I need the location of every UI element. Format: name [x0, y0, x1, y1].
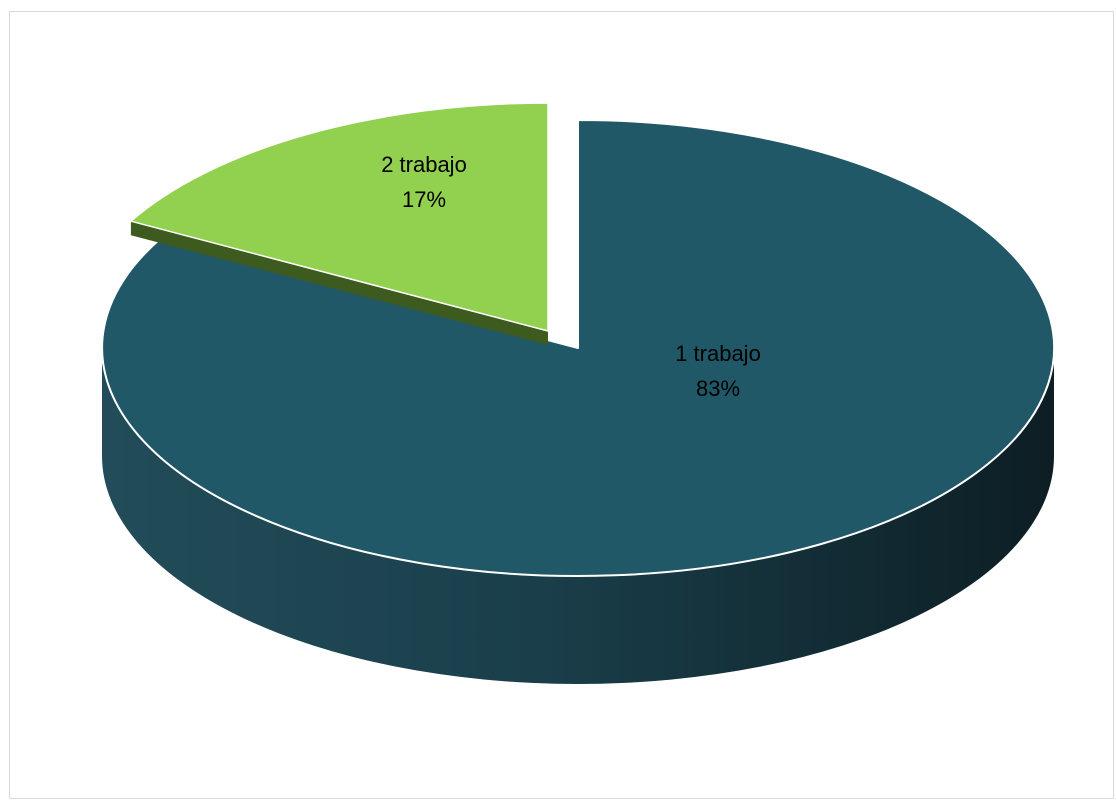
slice-group-1-trabajo [101, 119, 1056, 684]
slice-group-2-trabajo [130, 102, 549, 345]
data-label-percent: 17% [402, 187, 446, 212]
slice-side-1-trabajo [102, 348, 1054, 684]
data-label-category: 1 trabajo [675, 341, 761, 366]
data-label-2-trabajo: 2 trabajo 17% [381, 152, 467, 212]
slice-wall-2-trabajo [130, 221, 548, 345]
data-label-category: 2 trabajo [381, 152, 467, 177]
data-label-percent: 83% [696, 376, 740, 401]
slice-1-trabajo [101, 119, 1056, 577]
data-label-1-trabajo: 1 trabajo 83% [675, 341, 761, 401]
slice-2-trabajo [130, 102, 549, 332]
